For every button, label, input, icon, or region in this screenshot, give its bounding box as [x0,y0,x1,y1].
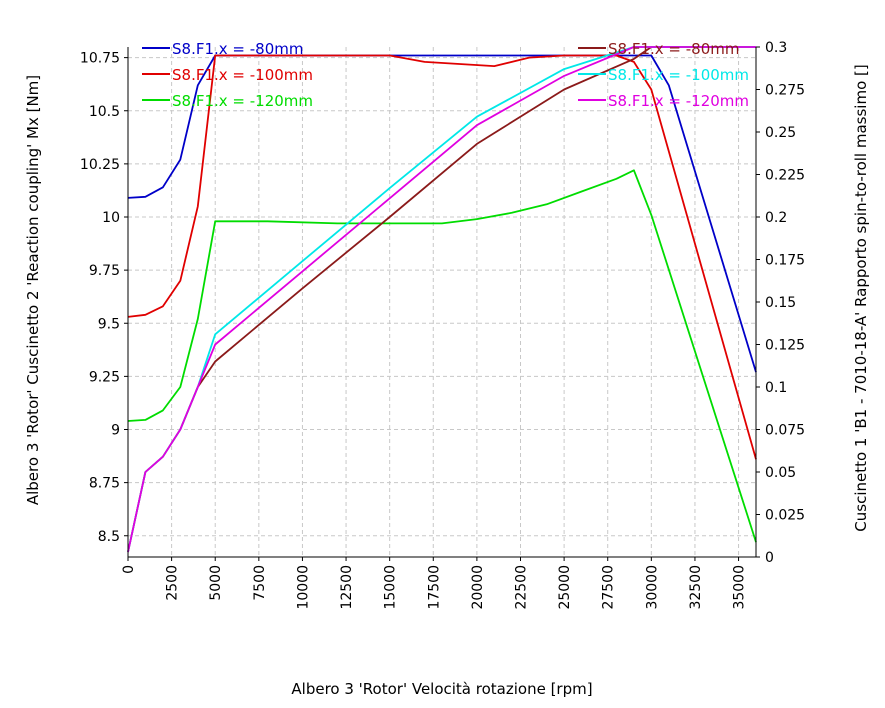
y-right-axis-title: Cuscinetto 1 'B1 - 7010-18-A' Rapporto s… [852,64,870,531]
series-line-left-2 [127,169,757,543]
series-line-left-1 [127,54,757,460]
x-tick-label: 25000 [557,565,573,610]
y-left-tick-label: 8.5 [98,529,120,545]
legend-label: S8.F1.x = -100mm [608,66,749,84]
y-right-tick-label: 0.2 [765,210,787,226]
y-right-tick-label: 0.05 [765,465,796,481]
x-axis-title: Albero 3 'Rotor' Velocità rotazione [rpm… [291,680,592,698]
legend-label: S8.F1.x = -80mm [608,40,739,58]
x-tick-label: 32500 [688,565,704,610]
y-right-tick-label: 0.025 [765,508,805,524]
x-tick-label: 12500 [339,565,355,610]
ticks: 0 2500 5000 7500 10000 12500 15000 17500 20000 22… [80,40,805,610]
legend-label: S8.F1.x = -120mm [608,92,749,110]
y-left-axis-title: Albero 3 'Rotor' Cuscinetto 2 'Reaction … [24,75,42,505]
y-right-tick-label: 0.225 [765,168,805,184]
x-tick-label: 20000 [470,565,486,610]
y-left-tick-label: 9.75 [89,263,120,279]
series-line-right-3 [127,46,756,553]
x-tick-label: 2500 [165,565,181,601]
legend-label: S8.F1.x = -80mm [172,40,303,58]
x-tick-label: 22500 [514,565,530,610]
y-right-tick-label: 0.275 [765,83,805,99]
legend-label: S8.F1.x = -100mm [172,66,313,84]
y-left-tick-label: 10.25 [80,157,120,173]
series-line-right-5 [127,46,756,553]
legend-label: S8.F1.x = -120mm [172,92,313,110]
legend: S8.F1.x = -80mm S8.F1.x = -100mm S8.F1.x =… [142,40,749,110]
y-right-tick-label: 0.125 [765,338,805,354]
y-left-tick-label: 9.25 [89,369,120,385]
series-line-right-4 [127,46,756,553]
x-tick-label: 0 [121,565,137,574]
x-tick-label: 7500 [252,565,268,601]
y-right-tick-label: 0 [765,550,774,566]
y-left-tick-label: 10.75 [80,51,120,67]
series-layer [127,46,757,553]
x-tick-label: 30000 [644,565,660,610]
x-tick-label: 35000 [732,565,748,610]
y-right-tick-label: 0.15 [765,295,796,311]
y-left-tick-label: 9.5 [98,316,120,332]
y-right-tick-label: 0.1 [765,380,787,396]
y-right-tick-label: 0.075 [765,423,805,439]
x-tick-label: 27500 [601,565,617,610]
y-right-tick-label: 0.3 [765,40,787,56]
x-tick-label: 15000 [383,565,399,610]
y-left-tick-label: 10.5 [89,104,120,120]
grid [127,47,756,557]
y-left-tick-label: 10 [102,210,120,226]
y-left-tick-label: 9 [111,423,120,439]
y-right-tick-label: 0.25 [765,125,796,141]
x-tick-label: 5000 [208,565,224,601]
y-left-tick-label: 8.75 [89,476,120,492]
y-right-tick-label: 0.175 [765,253,805,269]
x-tick-label: 10000 [295,565,311,610]
x-tick-label: 17500 [426,565,442,610]
